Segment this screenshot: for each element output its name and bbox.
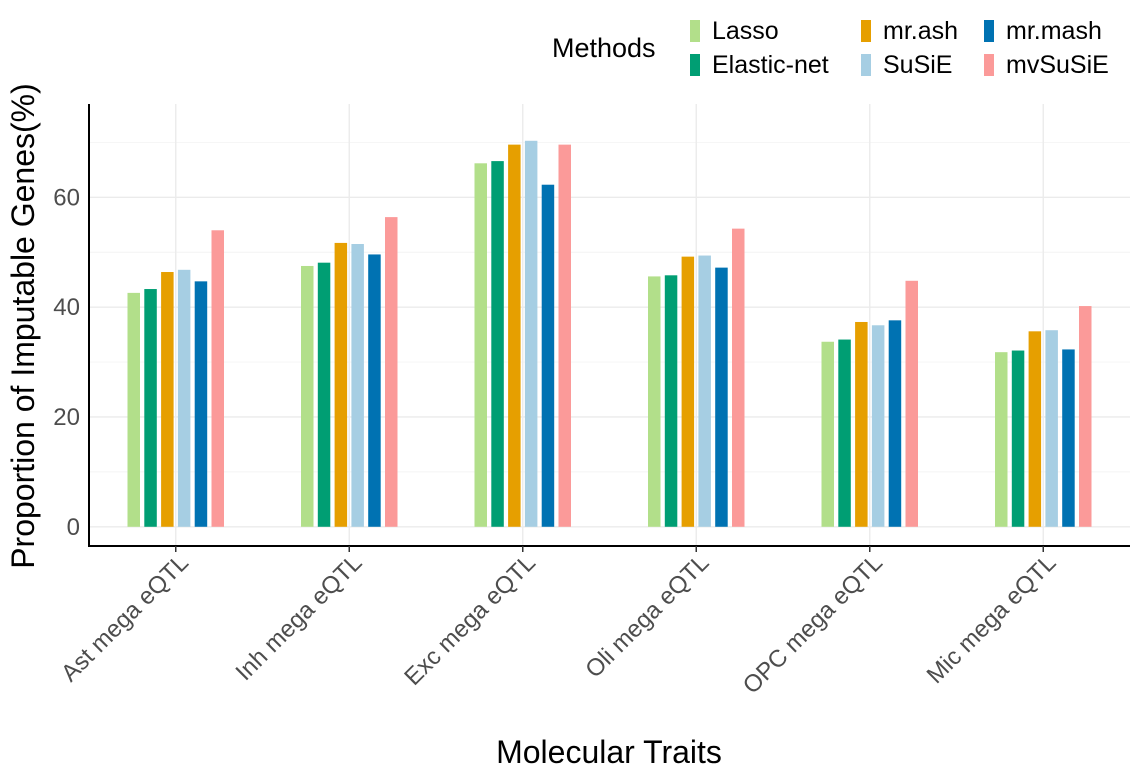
legend-key — [984, 20, 994, 42]
bar — [317, 262, 331, 527]
bar — [905, 280, 918, 527]
bar — [334, 242, 348, 527]
bar — [1062, 349, 1075, 527]
bar — [681, 256, 695, 527]
y-tick-label: 0 — [67, 514, 80, 541]
bar — [1011, 350, 1025, 527]
legend-label: mr.mash — [1006, 17, 1102, 45]
bar — [871, 325, 885, 527]
legend-label: SuSiE — [883, 51, 952, 79]
bar — [558, 144, 571, 527]
bar — [194, 281, 208, 527]
bar — [715, 267, 728, 527]
bar — [474, 163, 487, 527]
bar — [161, 272, 174, 527]
bar — [127, 292, 140, 527]
bar — [698, 255, 711, 527]
legend-label: mvSuSiE — [1006, 51, 1109, 79]
x-tick-label: Oli mega eQTL — [580, 549, 714, 683]
y-axis-title: Proportion of Imputable Genes(%) — [5, 83, 41, 569]
bar — [1045, 330, 1058, 527]
bar — [351, 244, 364, 527]
bar — [1028, 331, 1042, 527]
bar — [385, 217, 398, 527]
x-ticks: Ast mega eQTL Inh mega eQTL Exc mega eQTL O… — [56, 546, 1061, 699]
bar — [648, 276, 661, 527]
bar — [491, 161, 504, 527]
y-tick-label: 60 — [53, 184, 80, 211]
legend-key — [861, 20, 871, 42]
y-tick-label: 40 — [53, 294, 80, 321]
legend-label: mr.ash — [883, 17, 958, 45]
bar — [524, 140, 538, 527]
legend-label: Elastic-net — [712, 51, 829, 79]
axes — [88, 104, 1130, 547]
x-tick-label: Mic mega eQTL — [922, 549, 1062, 689]
x-axis-title: Molecular Traits — [496, 734, 722, 770]
y-ticks: 0 20 40 60 — [53, 184, 80, 540]
bar — [211, 230, 224, 527]
bar — [1079, 306, 1092, 527]
legend-label: Lasso — [712, 17, 779, 45]
bar — [144, 289, 157, 527]
bar — [301, 265, 314, 527]
legend-key — [690, 20, 700, 42]
bars — [127, 140, 1092, 527]
bar — [995, 352, 1008, 527]
bar — [821, 341, 834, 527]
legend: Methods Lasso Elastic-net mr.ash SuSiE mr.ma… — [552, 17, 1109, 79]
legend-items: Lasso Elastic-net mr.ash SuSiE mr.mash mvSuSi… — [690, 17, 1109, 79]
legend-title: Methods — [552, 33, 656, 63]
x-tick-label: Inh mega eQTL — [230, 549, 367, 686]
x-tick-label: Ast mega eQTL — [56, 549, 194, 687]
x-tick-label: Exc mega eQTL — [399, 549, 541, 691]
bar — [541, 184, 555, 527]
bar — [368, 254, 381, 527]
bar — [508, 144, 521, 527]
bar — [664, 275, 678, 527]
bar — [177, 269, 191, 527]
legend-key — [984, 54, 994, 76]
bar — [838, 339, 851, 527]
legend-key — [690, 54, 700, 76]
bar — [732, 228, 745, 527]
grid — [89, 104, 1130, 546]
y-tick-label: 20 — [53, 404, 80, 431]
legend-key — [861, 54, 871, 76]
bar — [855, 321, 868, 527]
x-tick-label: OPC mega eQTL — [738, 549, 888, 699]
bar — [888, 320, 902, 527]
